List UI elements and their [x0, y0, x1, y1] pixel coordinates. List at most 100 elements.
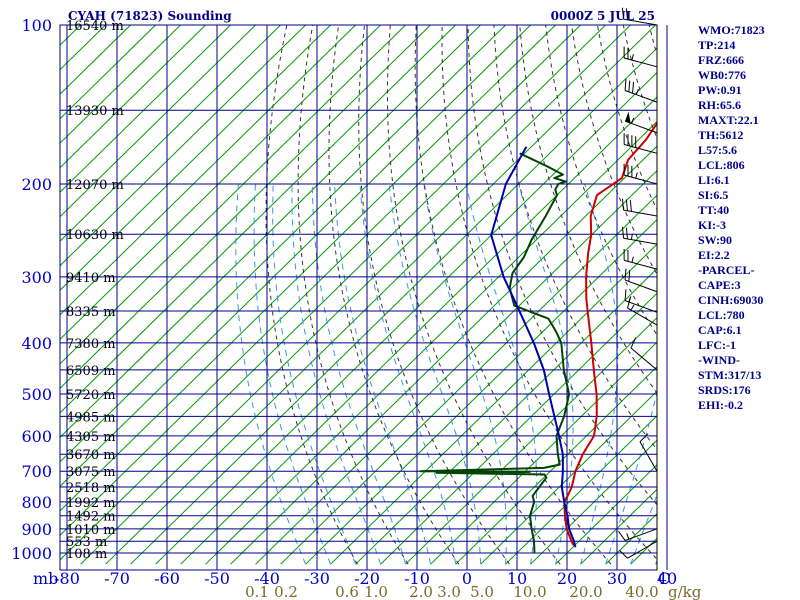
mixing-ratio-label: 0.1: [245, 583, 269, 600]
dry-adiabat-line: [387, 25, 561, 565]
temperature-tick-label: -20: [354, 569, 380, 588]
isotherm-line: [330, 243, 657, 565]
isotherm-line: [555, 464, 657, 565]
wind-barb: [639, 433, 658, 472]
pressure-tick-label: 700: [21, 462, 52, 481]
height-label: 1992 m: [66, 496, 116, 511]
mixing-ratio-label: 1.0: [364, 583, 388, 600]
height-label: 3075 m: [66, 465, 116, 480]
height-label: 12070 m: [66, 178, 124, 193]
moist-adiabat-line: [518, 183, 574, 565]
wind-barb: [624, 79, 658, 103]
moist-adiabat-line: [630, 493, 657, 565]
isotherm-line: [280, 194, 657, 565]
index-item: L57:5.6: [698, 143, 737, 157]
dewpoint-profile-line: [419, 152, 571, 554]
wind-barbs: [618, 7, 658, 570]
wind-barb: [627, 296, 658, 326]
height-label: 10630 m: [66, 228, 124, 243]
dry-adiabat-line: [571, 25, 657, 276]
mixing-ratio-label: 10.0: [513, 583, 546, 600]
height-label: 4305 m: [66, 430, 116, 445]
isotherm-line: [505, 415, 657, 565]
isotherm-line: [80, 25, 632, 565]
mixing-ratio-label: 0.2: [274, 583, 298, 600]
mixing-ratio-label: 2.0: [409, 583, 433, 600]
pressure-tick-label: 200: [21, 175, 52, 194]
isotherm-line: [130, 47, 657, 565]
pressure-tick-label: 1000: [11, 544, 52, 563]
isotherm-line: [180, 96, 657, 565]
index-item: WMO:71823: [698, 23, 765, 37]
index-item: STM:317/13: [698, 368, 762, 382]
isotherm-line: [60, 25, 332, 291]
index-item: SI:6.5: [698, 188, 729, 202]
temperature-tick-label: 40: [657, 569, 677, 588]
moist-adiabat-line: [334, 183, 432, 565]
wind-barb: [623, 133, 658, 154]
wind-barb: [623, 248, 658, 270]
index-item: WB0:776: [698, 68, 746, 82]
index-item: TT:40: [698, 203, 730, 217]
height-label: 13930 m: [66, 104, 124, 119]
mixing-ratio-label: 3.0: [437, 583, 461, 600]
wind-barb: [623, 46, 658, 68]
index-item: LCL:780: [698, 308, 745, 322]
dry-adiabat-line: [414, 25, 612, 565]
pressure-tick-label: 800: [21, 493, 52, 512]
index-item: KI:-3: [698, 218, 726, 232]
isotherm-line: [105, 25, 657, 565]
isotherm-line: [60, 25, 582, 537]
isotherm-line: [60, 25, 182, 144]
height-label: 2518 m: [66, 481, 116, 496]
temperature-tick-label: -60: [154, 569, 180, 588]
index-item: PW:0.91: [698, 83, 742, 97]
temperature-tick-label: 10: [507, 569, 527, 588]
isotherm-line: [60, 25, 357, 316]
temperature-tick-label: 20: [557, 569, 577, 588]
sounding-series: [419, 121, 657, 554]
pressure-tick-label: 300: [21, 268, 52, 287]
isotherm-line: [0, 13, 68, 564]
isotherm-line: [0, 13, 18, 564]
temperature-tick-label: -70: [104, 569, 130, 588]
isotherm-lines: [0, 13, 657, 565]
temperature-tick-label: -50: [204, 569, 230, 588]
moist-adiabat-line: [272, 183, 357, 565]
dry-adiabat-lines: [265, 25, 657, 565]
height-label: 1492 m: [66, 510, 116, 525]
moist-adiabat-line: [291, 183, 382, 565]
isotherm-line: [60, 25, 157, 120]
index-item: TP:214: [698, 38, 736, 52]
height-label: 7380 m: [66, 337, 116, 352]
isotherm-line: [60, 25, 257, 218]
height-label: 3670 m: [66, 448, 116, 463]
temperature-tick-label: 0: [462, 569, 472, 588]
pressure-grid: [59, 24, 668, 571]
isotherm-line: [60, 25, 407, 365]
wind-barb: [621, 7, 658, 26]
dry-adiabat-line: [265, 25, 358, 565]
index-item: LI:6.1: [698, 173, 730, 187]
index-item: SRDS:176: [698, 383, 751, 397]
isotherm-line: [60, 25, 557, 512]
index-item: CINH:69030: [698, 293, 764, 307]
dry-adiabat-line: [493, 25, 657, 451]
height-label: 9410 m: [66, 271, 116, 286]
height-label: 5720 m: [66, 388, 116, 403]
index-item: FRZ:666: [698, 53, 744, 67]
index-item: LCL:806: [698, 158, 745, 172]
temperature-tick-label: -80: [54, 569, 80, 588]
wind-barb: [619, 540, 658, 559]
wind-barb: [621, 226, 658, 245]
pressure-tick-label: 400: [21, 334, 52, 353]
moist-adiabat-line: [423, 183, 507, 565]
mixing-ratio-unit: g/kg: [668, 583, 702, 600]
index-item: -WIND-: [698, 353, 740, 367]
height-label: 553 m: [66, 535, 107, 550]
isotherm-line: [60, 25, 507, 463]
temperature-tick-label: 30: [607, 569, 627, 588]
isotherm-line: [255, 169, 657, 565]
